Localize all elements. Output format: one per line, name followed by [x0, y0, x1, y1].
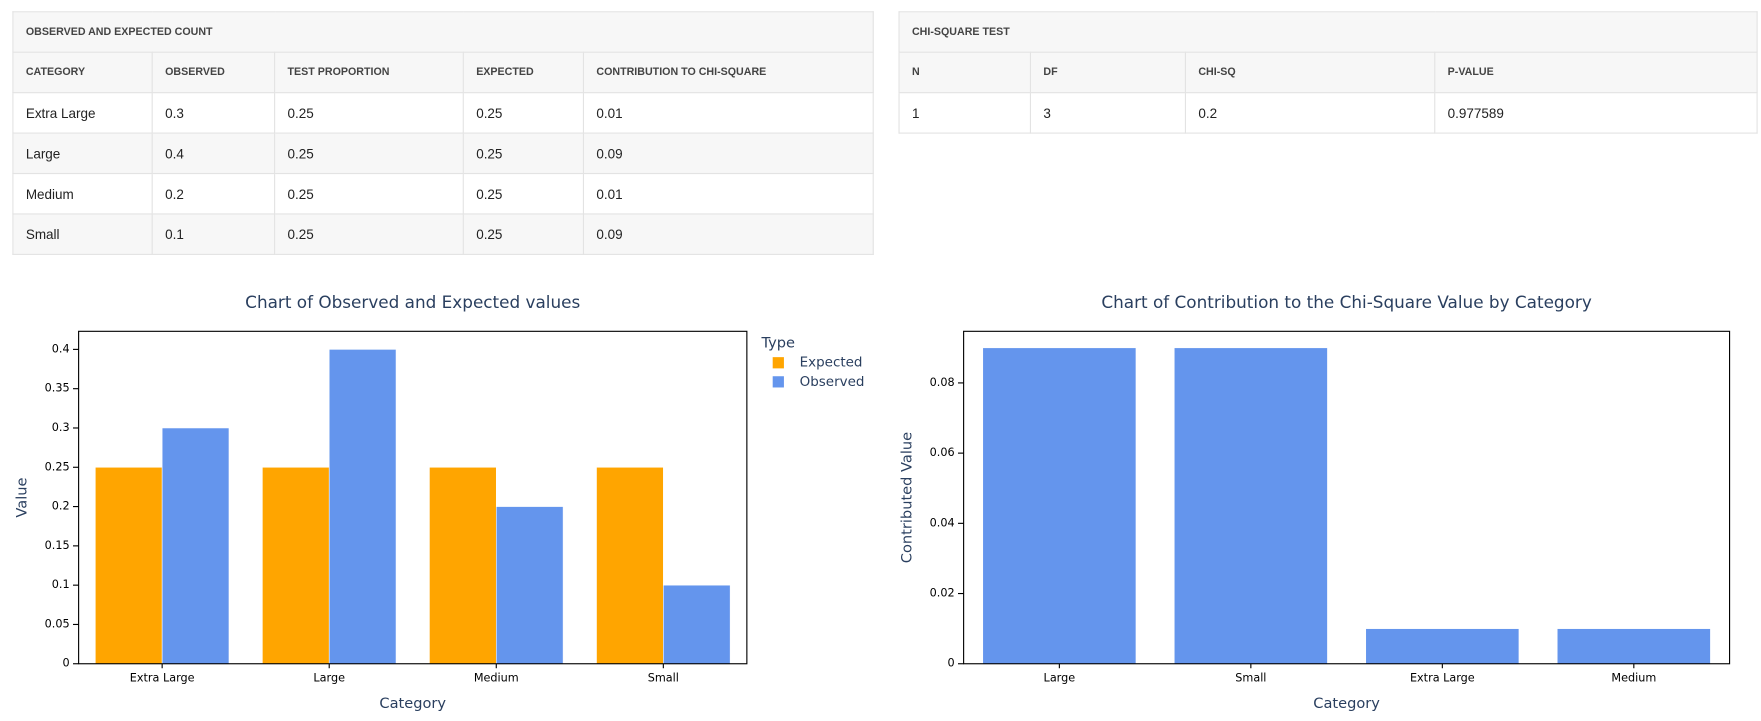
column-header: EXPECTED: [462, 51, 585, 94]
table-cell: 1: [898, 92, 1032, 134]
column-header: CONTRIBUTION TO CHI-SQUARE: [582, 51, 874, 94]
table-cell: 0.25: [274, 172, 464, 215]
table-cell: Small: [12, 213, 153, 255]
column-header: CHI-SQ: [1184, 51, 1436, 94]
table-cell: 0.01: [582, 172, 874, 215]
column-header: N: [898, 51, 1032, 94]
bar: [495, 506, 564, 665]
table-cell: 3: [1029, 92, 1186, 134]
table-row: Extra Large 0.3 0.25 0.25 0.01: [12, 92, 874, 134]
x-tick-label: Small: [1235, 671, 1266, 684]
table-row: Small 0.1 0.25 0.25 0.09: [12, 213, 874, 255]
table-title: CHI-SQUARE TEST: [898, 11, 1758, 53]
header-row: N DF CHI-SQ P-VALUE: [898, 51, 1758, 94]
x-axis-label: Category: [1313, 695, 1380, 712]
table-cell: 0.25: [462, 172, 585, 215]
column-header: DF: [1029, 51, 1186, 94]
y-tick-label: 0.3: [52, 421, 70, 434]
table-cell: 0.25: [274, 92, 464, 134]
x-tick-label: Medium: [474, 671, 519, 684]
table-cell: 0.25: [462, 132, 585, 175]
table-cell: Medium: [12, 172, 153, 215]
legend-title: Type: [760, 335, 795, 352]
legend-swatch: [772, 376, 784, 388]
y-tick-label: 0.1: [52, 578, 70, 591]
y-tick-label: 0.35: [45, 382, 70, 395]
y-axis-label: Contributed Value: [898, 432, 915, 563]
bar: [663, 584, 731, 665]
table-cell: Extra Large: [12, 92, 153, 134]
title-row: OBSERVED AND EXPECTED COUNT: [12, 11, 874, 53]
y-tick-label: 0.25: [45, 460, 70, 473]
bar: [161, 427, 230, 665]
bar: [95, 466, 163, 665]
x-tick-label: Extra Large: [1410, 671, 1475, 684]
header-row: CATEGORY OBSERVED TEST PROPORTION EXPECTED C…: [12, 51, 874, 94]
table-cell: 0.25: [462, 213, 585, 255]
y-tick-label: 0.15: [45, 539, 70, 552]
legend-label: Observed: [800, 374, 865, 390]
x-tick-label: Large: [313, 671, 345, 684]
table-row: 1 3 0.2 0.977589: [898, 92, 1758, 134]
data-table: OBSERVED AND EXPECTED COUNT CATEGORY OBSER…: [12, 11, 874, 255]
table-cell: 0.09: [582, 213, 874, 255]
y-tick-label: 0: [947, 657, 954, 670]
bar: [328, 349, 397, 665]
x-axis-label: Category: [379, 695, 446, 712]
table-cell: 0.4: [151, 132, 276, 175]
table-cell: 0.977589: [1434, 92, 1758, 134]
table-cell: 0.1: [151, 213, 276, 255]
plot-frame: [78, 330, 748, 665]
table-row: Large 0.4 0.25 0.25 0.09: [12, 132, 874, 175]
table-cell: Large: [12, 132, 153, 175]
y-tick-label: 0: [62, 657, 69, 670]
y-tick-label: 0.06: [930, 446, 955, 459]
table-cell: 0.01: [582, 92, 874, 134]
table-row: Medium 0.2 0.25 0.25 0.01: [12, 172, 874, 215]
y-tick-label: 0.02: [930, 587, 955, 600]
bar: [1173, 347, 1328, 665]
table-cell: 0.3: [151, 92, 276, 134]
column-header: CATEGORY: [12, 51, 153, 94]
x-tick-label: Medium: [1611, 671, 1656, 684]
x-tick-label: Large: [1044, 671, 1076, 684]
plot-frame: [963, 330, 1731, 665]
data-table: CHI-SQUARE TEST N DF CHI-SQ P-VALUE 1 3 0.2 0.97…: [898, 11, 1758, 134]
bar: [982, 347, 1137, 665]
y-tick-label: 0.04: [930, 516, 955, 529]
column-header: OBSERVED: [151, 51, 276, 94]
bar: [262, 466, 330, 665]
y-axis-label: Value: [13, 477, 30, 517]
legend-label: Expected: [800, 355, 863, 371]
y-tick-label: 0.08: [930, 376, 955, 389]
bar: [1365, 628, 1520, 665]
bar: [1556, 628, 1711, 665]
table-cell: 0.25: [274, 132, 464, 175]
chart-title: Chart of Contribution to the Chi-Square …: [1101, 292, 1591, 312]
y-tick-label: 0.05: [45, 617, 70, 630]
bar: [429, 466, 497, 665]
title-row: CHI-SQUARE TEST: [898, 11, 1758, 53]
x-tick-label: Small: [648, 671, 679, 684]
table-cell: 0.09: [582, 132, 874, 175]
column-header: P-VALUE: [1434, 51, 1758, 94]
x-tick-label: Extra Large: [130, 671, 195, 684]
chart-title: Chart of Observed and Expected values: [245, 292, 580, 312]
legend-swatch: [772, 357, 784, 369]
column-header: TEST PROPORTION: [274, 51, 464, 94]
table-cell: 0.25: [274, 213, 464, 255]
y-tick-label: 0.4: [52, 342, 70, 355]
bar: [596, 466, 664, 665]
y-tick-label: 0.2: [52, 500, 70, 513]
table-cell: 0.2: [1184, 92, 1436, 134]
table-title: OBSERVED AND EXPECTED COUNT: [12, 11, 874, 53]
table-cell: 0.2: [151, 172, 276, 215]
table-cell: 0.25: [462, 92, 585, 134]
